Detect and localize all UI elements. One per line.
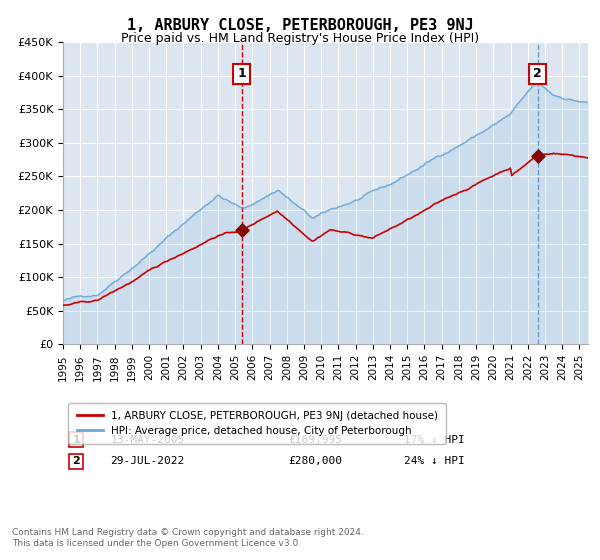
Text: Contains HM Land Registry data © Crown copyright and database right 2024.
This d: Contains HM Land Registry data © Crown c…: [12, 528, 364, 548]
Text: £280,000: £280,000: [289, 456, 343, 466]
Legend: 1, ARBURY CLOSE, PETERBOROUGH, PE3 9NJ (detached house), HPI: Average price, det: 1, ARBURY CLOSE, PETERBOROUGH, PE3 9NJ (…: [68, 403, 446, 445]
Point: [533, 152, 542, 161]
Text: 17% ↓ HPI: 17% ↓ HPI: [404, 435, 465, 445]
Text: 29-JUL-2022: 29-JUL-2022: [110, 456, 185, 466]
Text: Price paid vs. HM Land Registry's House Price Index (HPI): Price paid vs. HM Land Registry's House …: [121, 32, 479, 45]
Text: 24% ↓ HPI: 24% ↓ HPI: [404, 456, 465, 466]
Text: 2: 2: [533, 67, 542, 80]
Text: 1, ARBURY CLOSE, PETERBOROUGH, PE3 9NJ: 1, ARBURY CLOSE, PETERBOROUGH, PE3 9NJ: [127, 18, 473, 33]
Text: 13-MAY-2005: 13-MAY-2005: [110, 435, 185, 445]
Text: 2: 2: [72, 456, 80, 466]
Text: 1: 1: [72, 435, 80, 445]
Text: 1: 1: [237, 67, 246, 80]
Point: [236, 226, 247, 235]
Text: £169,995: £169,995: [289, 435, 343, 445]
